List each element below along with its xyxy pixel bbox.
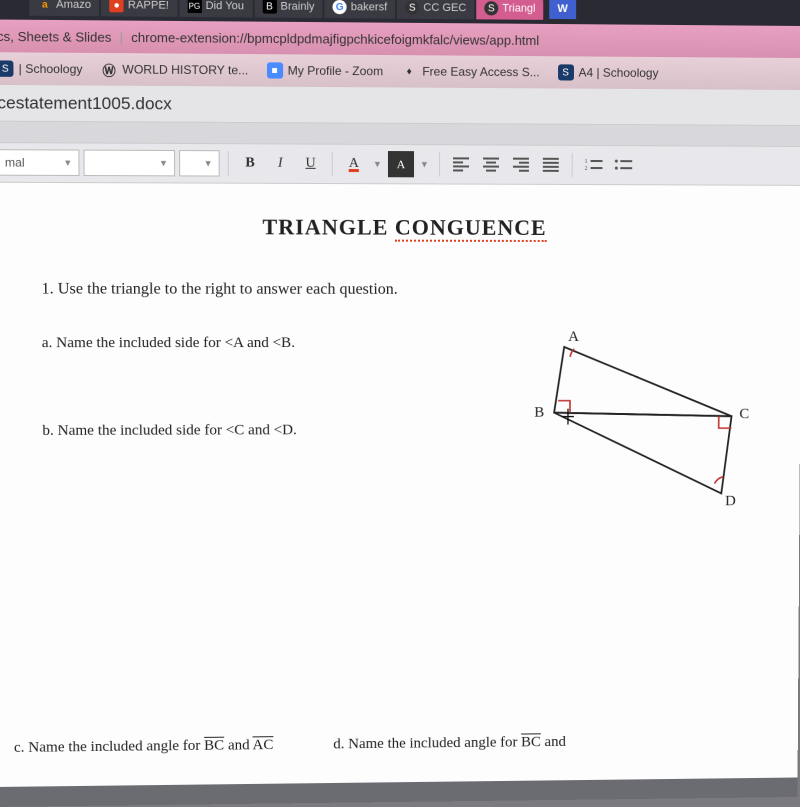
tab-didyou[interactable]: PG Did You: [179, 0, 252, 18]
tab-w[interactable]: W: [549, 0, 575, 19]
question-1c: c. Name the included angle for BC and AC: [14, 737, 273, 757]
zoom-icon: ■: [266, 62, 282, 78]
align-right-icon: [513, 158, 529, 172]
url-text[interactable]: chrome-extension://bpmcpldpdmajfigpchkic…: [131, 29, 539, 47]
brainly-icon: B: [262, 0, 276, 14]
tab-triangle[interactable]: S Triangl: [476, 0, 543, 20]
document-body[interactable]: TRIANGLE CONGUENCE 1. Use the triangle t…: [0, 183, 800, 787]
schoology-icon: S: [405, 1, 419, 15]
vertex-label-a: A: [568, 329, 579, 346]
tab-ccgec[interactable]: S CC GEC: [397, 0, 474, 19]
bookmark-bar: S | Schoology Ⓦ WORLD HISTORY te... ■ My Pr…: [0, 52, 800, 90]
generic-icon: ●: [109, 0, 123, 12]
schoology-icon: S: [558, 64, 574, 80]
chevron-down-icon: ▼: [159, 158, 168, 168]
bookmark-a4[interactable]: S A4 | Schoology: [558, 64, 659, 81]
tab-label: CC GEC: [423, 2, 466, 15]
bookmark-worldhistory[interactable]: Ⓦ WORLD HISTORY te...: [101, 61, 248, 78]
bookmark-freeaccess[interactable]: ♦ Free Easy Access S...: [401, 63, 539, 80]
bullet-list-icon: [614, 158, 632, 172]
question-1: 1. Use the triangle to the right to answ…: [41, 280, 761, 299]
bookmark-label: My Profile - Zoom: [288, 63, 383, 78]
svg-text:2: 2: [584, 166, 587, 172]
doc-heading: TRIANGLE CONGUENCE: [41, 213, 762, 241]
chevron-down-icon[interactable]: ▼: [418, 159, 431, 169]
schoology-icon: S: [0, 60, 14, 76]
numbered-list-button[interactable]: 12: [580, 152, 606, 178]
style-value: mal: [5, 155, 25, 169]
align-center-icon: [483, 157, 499, 171]
tab-label: bakersf: [351, 1, 387, 13]
align-justify-icon: [543, 158, 559, 172]
formatting-toolbar: mal ▼ ▼ ▼ B I U A ▼ A ▼ 12: [0, 142, 800, 186]
align-left-icon: [453, 157, 469, 171]
extension-name: cs, Sheets & Slides: [0, 28, 111, 44]
tab-label: Did You: [206, 0, 245, 12]
diamond-icon: ♦: [401, 63, 417, 79]
w-icon: Ⓦ: [101, 61, 117, 77]
tab-label: Triangl: [502, 2, 535, 14]
size-select[interactable]: ▼: [179, 150, 220, 177]
align-right-button[interactable]: [508, 152, 534, 178]
tab-amazon[interactable]: a Amazo: [29, 0, 99, 16]
tab-rappe[interactable]: ● RAPPE!: [101, 0, 177, 17]
bookmark-label: | Schoology: [19, 62, 83, 77]
separator: [572, 153, 573, 177]
numbered-list-icon: 12: [584, 158, 602, 172]
google-icon: G: [333, 0, 347, 14]
tab-label: Brainly: [281, 0, 315, 12]
chevron-down-icon: ▼: [63, 158, 72, 168]
vertex-label-c: C: [739, 406, 749, 423]
question-1a: a. Name the included side for <A and <B.: [42, 335, 495, 352]
tab-bakers[interactable]: Gbakersf: [325, 0, 396, 19]
align-center-button[interactable]: [478, 151, 504, 177]
vertex-label-d: D: [725, 493, 736, 510]
pg-icon: PG: [187, 0, 201, 13]
bookmark-label: Free Easy Access S...: [422, 64, 539, 79]
text-color-button[interactable]: A: [341, 151, 367, 177]
chevron-down-icon[interactable]: ▼: [371, 159, 384, 169]
amazon-icon: a: [38, 0, 52, 12]
heading-part: TRIANGLE: [262, 214, 395, 240]
vertex-label-b: B: [534, 405, 544, 422]
heading-misspell: CONGUENCE: [395, 214, 547, 242]
separator: [332, 152, 333, 176]
separator: [439, 152, 440, 176]
underline-button[interactable]: U: [297, 151, 323, 177]
align-left-button[interactable]: [448, 151, 474, 177]
bold-button[interactable]: B: [237, 150, 263, 176]
tab-label: Amazo: [56, 0, 91, 11]
svg-text:1: 1: [584, 159, 587, 165]
font-select[interactable]: ▼: [83, 150, 175, 177]
chevron-down-icon: ▼: [204, 158, 213, 168]
tab-brainly[interactable]: B Brainly: [254, 0, 322, 18]
highlight-button[interactable]: A: [388, 151, 414, 177]
triangle-figure: A B C D: [524, 335, 761, 524]
question-1b: b. Name the included side for <C and <D.: [42, 422, 494, 440]
align-justify-button[interactable]: [538, 152, 564, 178]
bookmark-schoology[interactable]: S | Schoology: [0, 60, 83, 77]
bookmark-zoom[interactable]: ■ My Profile - Zoom: [266, 62, 383, 79]
tab-label: RAPPE!: [128, 0, 169, 12]
bookmark-label: A4 | Schoology: [579, 65, 659, 80]
question-1d: d. Name the included angle for BC and: [333, 734, 566, 753]
bottom-questions: c. Name the included angle for BC and AC…: [0, 732, 798, 758]
bullet-list-button[interactable]: [610, 152, 636, 178]
style-select[interactable]: mal ▼: [0, 149, 80, 176]
schoology-icon: S: [484, 1, 498, 15]
bookmark-label: WORLD HISTORY te...: [122, 62, 248, 77]
italic-button[interactable]: I: [267, 150, 293, 176]
document-filename: cestatement1005.docx: [0, 85, 800, 126]
separator: [228, 151, 229, 175]
